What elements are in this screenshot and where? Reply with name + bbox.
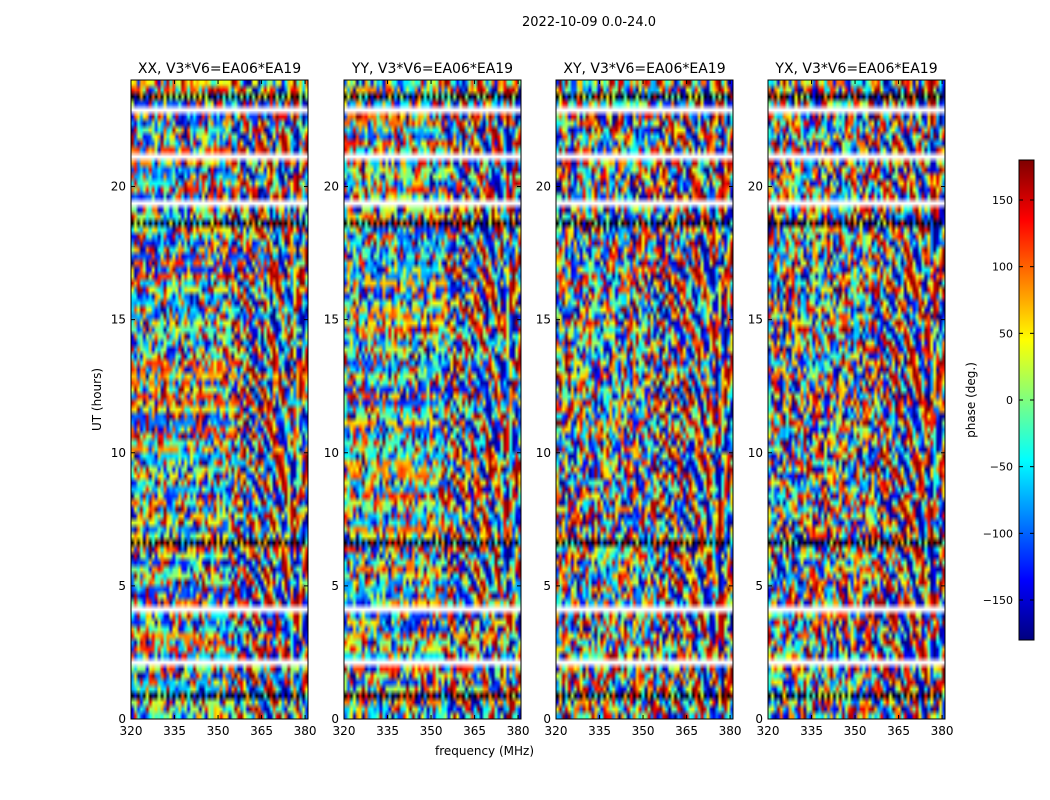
y-tick-label: 0 (118, 712, 126, 726)
y-tick-label: 10 (324, 446, 339, 460)
colorbar: −150 −100 −50 0 50 100 150 phase (deg.) (964, 159, 1035, 641)
x-tick-label: 320 (545, 724, 568, 738)
x-tick-label: 350 (207, 724, 230, 738)
colorbar-tick-label: −150 (983, 594, 1013, 607)
y-tick-label: 20 (324, 180, 339, 194)
y-tick-label: 5 (331, 579, 339, 593)
y-tick-label: 15 (536, 313, 551, 327)
colorbar-tick-label: 100 (992, 261, 1013, 274)
x-tick-label: 350 (632, 724, 655, 738)
y-tick-label: 15 (324, 313, 339, 327)
y-tick-label: 5 (755, 579, 763, 593)
colorbar-tick-label: −50 (990, 461, 1013, 474)
axes-frame (555, 79, 734, 720)
panel-2: YY, V3*V6=EA06*EA19 320 335 350 365 380 0 5 10 15… (324, 61, 534, 758)
axes-frame (767, 79, 946, 720)
y-tick-label: 0 (755, 712, 763, 726)
panel-1: XX, V3*V6=EA06*EA19 320 335 350 365 380 0 5 10 15… (90, 61, 317, 738)
y-tick-label: 10 (748, 446, 763, 460)
colorbar-label: phase (deg.) (964, 362, 978, 438)
axes-frame (343, 79, 522, 720)
y-tick-label: 0 (543, 712, 551, 726)
panel-title: YX, V3*V6=EA06*EA19 (774, 61, 937, 77)
colorbar-tick-label: 50 (999, 327, 1013, 340)
y-tick-label: 5 (543, 579, 551, 593)
panel-title: XX, V3*V6=EA06*EA19 (138, 61, 301, 77)
x-tick-label: 320 (333, 724, 356, 738)
x-tick-label: 320 (757, 724, 780, 738)
x-axis-label: frequency (MHz) (435, 744, 534, 758)
heatmap-image (556, 80, 733, 719)
panel-3: XY, V3*V6=EA06*EA19 320 335 350 365 380 0 5 10 15… (536, 61, 742, 738)
y-tick-label: 20 (536, 180, 551, 194)
y-tick-label: 10 (111, 446, 126, 460)
x-tick-label: 350 (844, 724, 867, 738)
heatmap-image (768, 80, 945, 719)
y-tick-label: 20 (111, 180, 126, 194)
x-tick-label: 365 (887, 724, 910, 738)
figure-title: 2022-10-09 0.0-24.0 (522, 15, 656, 30)
x-tick-label: 350 (420, 724, 443, 738)
x-tick-label: 365 (250, 724, 273, 738)
heatmap-image (344, 80, 521, 719)
x-tick-label: 335 (800, 724, 823, 738)
panel-4: YX, V3*V6=EA06*EA19 320 335 350 365 380 0 5 10 15… (748, 61, 954, 738)
y-tick-label: 0 (331, 712, 339, 726)
y-tick-label: 15 (111, 313, 126, 327)
x-tick-label: 365 (463, 724, 486, 738)
colorbar-tick-label: 0 (1006, 394, 1013, 407)
y-tick-label: 20 (748, 180, 763, 194)
y-tick-label: 5 (118, 579, 126, 593)
x-tick-label: 335 (163, 724, 186, 738)
panel-title: XY, V3*V6=EA06*EA19 (563, 61, 725, 77)
x-tick-label: 380 (931, 724, 954, 738)
y-tick-label: 15 (748, 313, 763, 327)
x-tick-label: 365 (675, 724, 698, 738)
x-tick-label: 335 (376, 724, 399, 738)
axes-frame (130, 79, 309, 720)
y-axis-label: UT (hours) (90, 368, 104, 431)
y-tick-label: 10 (536, 446, 551, 460)
x-tick-label: 380 (719, 724, 742, 738)
x-tick-label: 320 (120, 724, 143, 738)
x-tick-label: 380 (294, 724, 317, 738)
panels: XX, V3*V6=EA06*EA19 320 335 350 365 380 0 5 10 15… (90, 61, 954, 758)
colorbar-tick-label: −100 (983, 527, 1013, 540)
panel-title: YY, V3*V6=EA06*EA19 (351, 61, 513, 77)
heatmap-image (131, 80, 308, 719)
x-tick-label: 335 (588, 724, 611, 738)
colorbar-tick-label: 150 (992, 194, 1013, 207)
x-tick-label: 380 (507, 724, 530, 738)
